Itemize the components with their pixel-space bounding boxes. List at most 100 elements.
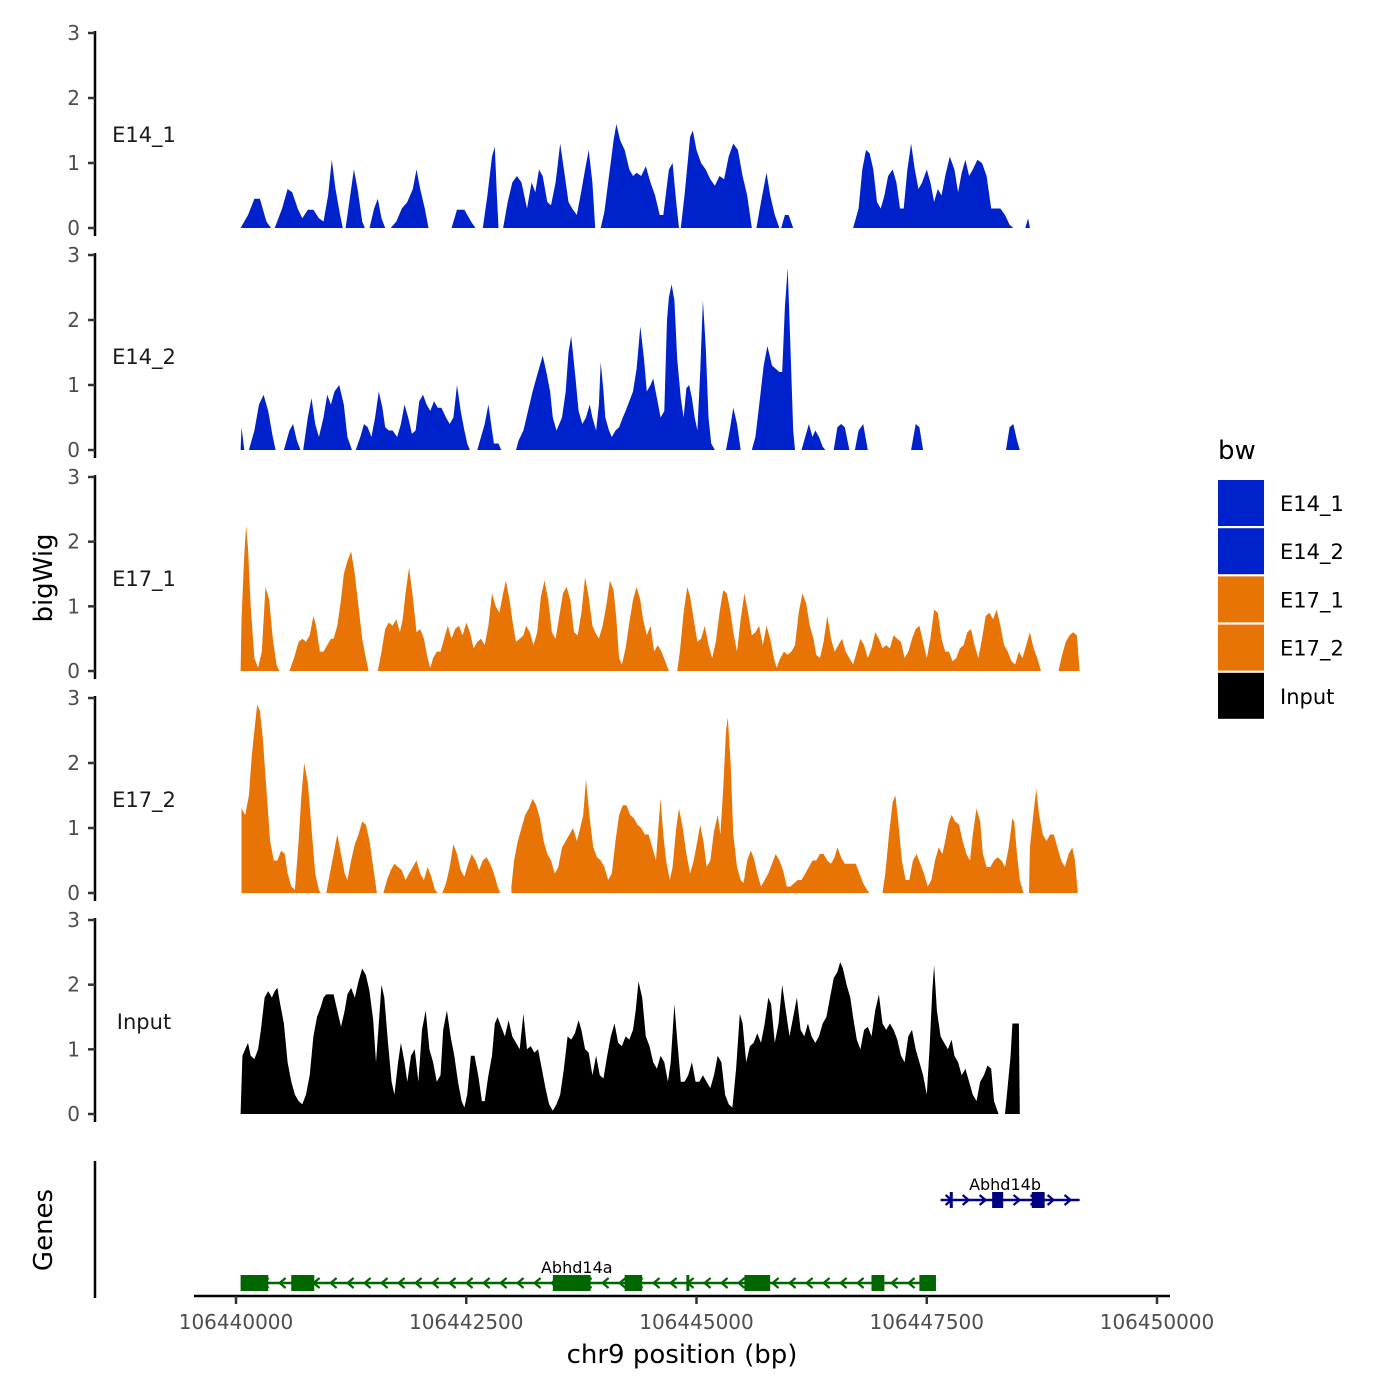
x-axis-title: chr9 position (bp) xyxy=(567,1340,798,1370)
y-axis-title: bigWig xyxy=(29,533,59,622)
exon xyxy=(686,1275,690,1291)
gene-label: Abhd14a xyxy=(541,1258,613,1277)
strand-arrow xyxy=(821,1277,831,1289)
exon xyxy=(291,1275,315,1291)
strand-arrow xyxy=(787,1277,797,1289)
y-tick-label: 3 xyxy=(67,243,80,267)
legend-label: E17_2 xyxy=(1280,637,1344,662)
y-tick-label: 0 xyxy=(67,1102,80,1126)
strand-arrow xyxy=(617,1277,627,1289)
y-tick-label: 3 xyxy=(67,465,80,489)
strand-arrow xyxy=(396,1277,406,1289)
coverage-area xyxy=(240,268,1020,450)
y-tick-label: 1 xyxy=(67,1037,80,1061)
strand-arrow xyxy=(532,1277,542,1289)
y-tick-label: 2 xyxy=(67,86,80,110)
strand-arrow xyxy=(328,1277,338,1289)
strand-arrow xyxy=(804,1277,814,1289)
gene-abhd14a: Abhd14a xyxy=(240,1258,936,1291)
y-tick-label: 2 xyxy=(67,308,80,332)
legend-label: Input xyxy=(1280,685,1334,709)
y-tick-label: 3 xyxy=(67,908,80,932)
x-tick-label: 106450000 xyxy=(1100,1310,1215,1334)
strand-arrow xyxy=(719,1277,729,1289)
exon xyxy=(949,1192,953,1208)
x-axis-ticks: 106440000 106442500 106445000 106447500 1064… xyxy=(179,1296,1215,1334)
strand-arrow xyxy=(889,1277,899,1289)
legend-swatch xyxy=(1218,528,1264,575)
strand-arrow xyxy=(379,1277,389,1289)
y-tick-label: 3 xyxy=(67,21,80,45)
strand-arrow xyxy=(447,1277,457,1289)
legend-label: E17_1 xyxy=(1280,588,1344,613)
y-tick-label: 1 xyxy=(67,816,80,840)
exon xyxy=(919,1275,936,1291)
strand-arrow xyxy=(600,1277,610,1289)
strand-arrow xyxy=(413,1277,423,1289)
track-e17-2: 0 1 2 3 E17_2 xyxy=(67,686,1078,905)
exon xyxy=(1031,1192,1045,1208)
exon xyxy=(871,1275,885,1291)
x-tick-label: 106440000 xyxy=(179,1310,294,1334)
y-tick-label: 1 xyxy=(67,594,80,618)
legend-entry: E17_1 xyxy=(1218,576,1344,623)
y-tick-label: 2 xyxy=(67,751,80,775)
coverage-area xyxy=(241,704,1078,893)
track-e14-2: 0 1 2 3 E14_2 xyxy=(67,243,1020,462)
legend-entry: Input xyxy=(1218,672,1334,719)
exon xyxy=(624,1275,643,1291)
strand-arrow xyxy=(838,1277,848,1289)
track-e17-1: 0 1 2 3 E17_1 xyxy=(67,465,1080,683)
track-label: E14_1 xyxy=(112,123,176,148)
coverage-area xyxy=(240,124,1030,228)
strand-arrow xyxy=(498,1277,508,1289)
legend-swatch xyxy=(1218,672,1264,719)
x-tick-label: 106445000 xyxy=(639,1310,754,1334)
track-e14-1: 0 1 2 3 E14_1 xyxy=(67,21,1030,240)
gene-label: Abhd14b xyxy=(969,1175,1041,1194)
strand-arrow xyxy=(345,1277,355,1289)
strand-arrow xyxy=(1012,1194,1022,1206)
track-label: E14_2 xyxy=(112,345,176,370)
strand-arrow xyxy=(481,1277,491,1289)
strand-arrow xyxy=(770,1277,780,1289)
y-tick-label: 0 xyxy=(67,881,80,905)
strand-arrow xyxy=(668,1277,678,1289)
strand-arrow xyxy=(736,1277,746,1289)
coverage-area xyxy=(240,525,1080,671)
x-tick-label: 106447500 xyxy=(869,1310,984,1334)
y-tick-label: 0 xyxy=(67,659,80,683)
y-tick-label: 0 xyxy=(67,216,80,240)
strand-arrow xyxy=(277,1277,287,1289)
y-tick-label: 1 xyxy=(67,151,80,175)
y-tick-label: 2 xyxy=(67,530,80,554)
gene-abhd14b: Abhd14b xyxy=(940,1175,1080,1208)
strand-arrow xyxy=(515,1277,525,1289)
strand-arrow xyxy=(464,1277,474,1289)
strand-arrow xyxy=(978,1194,988,1206)
legend-entry: E14_1 xyxy=(1218,480,1344,526)
y-tick-label: 2 xyxy=(67,973,80,997)
strand-arrow xyxy=(1063,1194,1073,1206)
gene-models: Abhd14a Abhd14b xyxy=(240,1175,1080,1291)
genes-axis-title: Genes xyxy=(29,1189,59,1271)
legend-label: E14_1 xyxy=(1280,492,1344,517)
strand-arrow xyxy=(651,1277,661,1289)
exon xyxy=(992,1192,1004,1208)
exon xyxy=(240,1275,269,1291)
track-input: 0 1 2 3 Input xyxy=(67,908,1020,1126)
x-tick-label: 106442500 xyxy=(409,1310,524,1334)
legend-entry: E14_2 xyxy=(1218,528,1344,575)
coverage-area xyxy=(240,962,1020,1114)
legend-swatch xyxy=(1218,624,1264,671)
legend-swatch xyxy=(1218,480,1264,526)
legend-entries: E14_1 E14_2 E17_1 E17_2 Input xyxy=(1218,480,1344,719)
strand-arrow xyxy=(855,1277,865,1289)
y-tick-label: 3 xyxy=(67,686,80,710)
exon xyxy=(744,1275,771,1291)
legend-entry: E17_2 xyxy=(1218,624,1344,671)
y-tick-label: 1 xyxy=(67,373,80,397)
legend-title: bw xyxy=(1218,436,1256,466)
legend-swatch xyxy=(1218,576,1264,623)
